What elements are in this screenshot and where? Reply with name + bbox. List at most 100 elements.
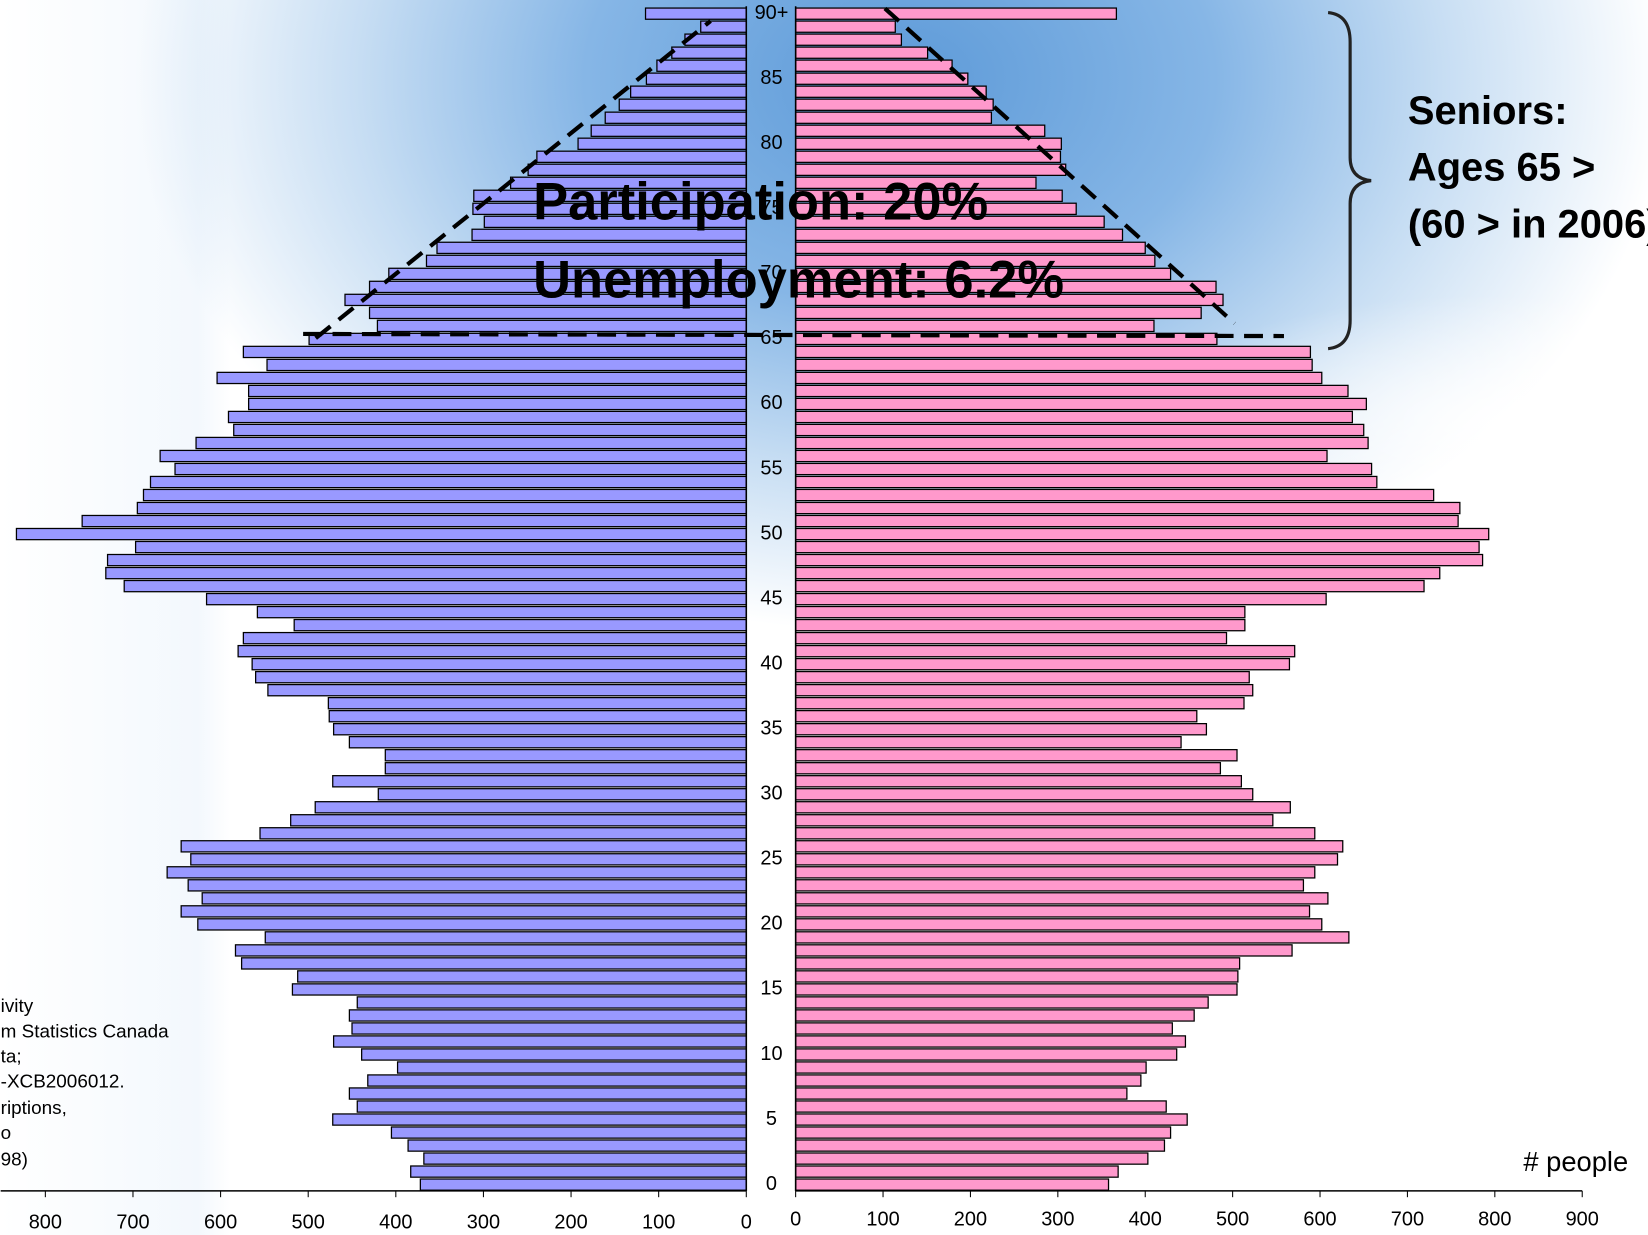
bar-female	[795, 358, 1313, 372]
bar-female	[795, 332, 1218, 346]
bar-male	[166, 866, 747, 879]
bar-male	[240, 957, 747, 970]
age-label: 40	[760, 652, 782, 674]
bar-female	[795, 1048, 1178, 1061]
bar-female	[795, 696, 1245, 710]
bar-male	[237, 644, 747, 658]
bar-female	[795, 775, 1243, 788]
bar-female	[795, 592, 1327, 606]
bar-male	[180, 840, 747, 853]
bar-male	[201, 892, 747, 905]
bar-male	[314, 801, 747, 814]
bar-male	[293, 618, 747, 632]
bar-female	[795, 1009, 1195, 1022]
bar-male	[266, 358, 747, 372]
bar-female	[795, 866, 1316, 879]
bar-male	[247, 384, 747, 398]
bar-female	[795, 1178, 1110, 1191]
source-text: m Statistics Canada	[1, 1021, 169, 1042]
source-text: o	[1, 1123, 12, 1144]
bar-female	[795, 944, 1293, 957]
bar-female	[795, 553, 1484, 567]
source-text: 98)	[1, 1149, 28, 1170]
bar-female	[795, 1139, 1166, 1152]
bar-male	[190, 853, 747, 866]
bar-male	[267, 683, 747, 697]
bar-male	[15, 527, 747, 541]
bar-female	[795, 892, 1329, 905]
bar-female	[795, 566, 1441, 580]
bar-male	[604, 111, 747, 124]
x-tick-label: 300	[1041, 1209, 1074, 1231]
bar-male	[536, 150, 747, 163]
age-label: 5	[766, 1108, 777, 1130]
bar-female	[795, 931, 1350, 944]
bar-female	[795, 514, 1459, 528]
bracket-label: (60 > in 2006)	[1408, 202, 1648, 246]
bar-male	[142, 488, 747, 502]
age-label: 55	[760, 457, 782, 479]
senior-outline	[303, 6, 1284, 340]
bar-male	[630, 85, 747, 98]
bar-female	[795, 98, 994, 111]
x-tick-label: 200	[954, 1209, 987, 1231]
bar-male	[356, 996, 747, 1009]
bar-female	[795, 801, 1291, 814]
bar-female	[795, 319, 1155, 333]
source-text: ivity	[1, 996, 34, 1017]
bar-female	[795, 618, 1246, 632]
bar-female	[795, 670, 1250, 684]
bar-female	[795, 605, 1246, 619]
bar-female	[795, 853, 1339, 866]
bar-female	[795, 918, 1323, 931]
bar-male	[644, 7, 747, 20]
bar-male	[227, 410, 747, 424]
bar-female	[795, 996, 1209, 1009]
x-tick-label: 400	[379, 1212, 412, 1234]
bar-female	[795, 631, 1228, 645]
bar-male	[618, 98, 747, 111]
bar-male	[134, 540, 747, 554]
bar-female	[795, 345, 1312, 359]
bar-male	[136, 501, 747, 515]
bar-male	[376, 319, 747, 333]
bar-female	[795, 736, 1182, 749]
bar-male	[123, 579, 747, 593]
age-label: 20	[760, 913, 782, 935]
bar-male	[577, 137, 747, 150]
x-tick-label: 600	[1303, 1209, 1336, 1231]
bar-male	[174, 462, 747, 476]
bar-female	[795, 1074, 1142, 1087]
x-tick-label: 100	[866, 1209, 899, 1231]
age-label: 70	[760, 262, 782, 284]
bar-male	[367, 1074, 747, 1087]
dashed-line	[314, 19, 712, 340]
bar-male	[332, 723, 747, 736]
bars	[15, 7, 1490, 1191]
bar-female	[795, 20, 896, 33]
bar-male	[149, 475, 747, 489]
age-label: 90+	[755, 2, 789, 24]
bar-male	[671, 46, 747, 59]
bar-male	[348, 1087, 747, 1100]
x-tick-label: 600	[204, 1212, 237, 1234]
bar-male	[410, 1165, 747, 1178]
x-tick-label: 0	[741, 1212, 752, 1234]
bar-female	[795, 46, 929, 59]
bar-male	[656, 59, 747, 72]
bar-male	[327, 696, 747, 710]
bar-female	[795, 111, 993, 124]
bar-female	[795, 657, 1291, 671]
bar-male	[242, 345, 747, 359]
bar-female	[795, 840, 1344, 853]
bar-male	[255, 670, 747, 684]
bar-female	[795, 7, 1118, 20]
bar-female	[795, 449, 1328, 463]
age-label: 75	[760, 197, 782, 219]
bar-male	[384, 762, 747, 775]
age-label: 15	[760, 978, 782, 1000]
bar-male	[291, 983, 747, 996]
bar-female	[795, 1061, 1147, 1074]
bar-female	[795, 788, 1254, 801]
bar-male	[384, 749, 747, 762]
